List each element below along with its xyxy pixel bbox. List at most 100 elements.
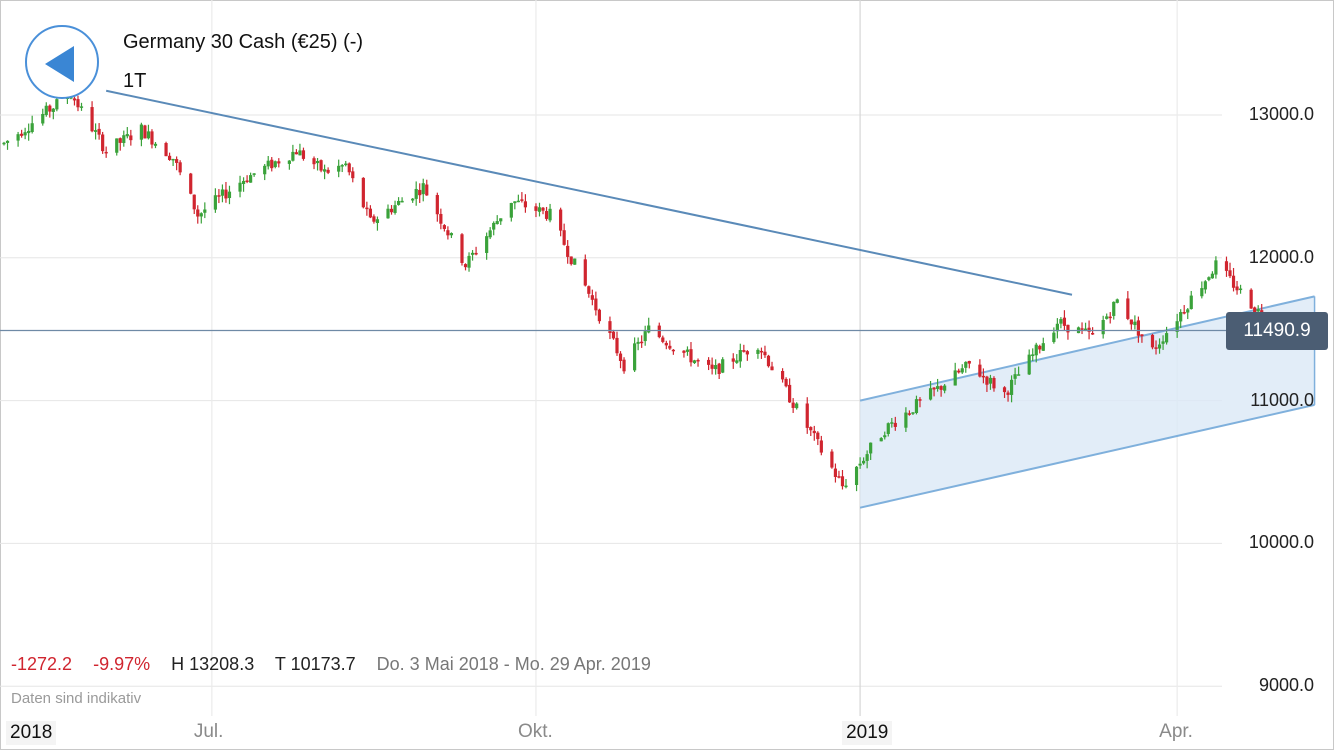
candle-body — [520, 199, 524, 201]
candle-body — [784, 378, 788, 387]
candle-body — [143, 125, 147, 139]
candle-body — [463, 264, 468, 268]
candle-body — [389, 208, 394, 213]
candle-body — [30, 123, 34, 133]
candle-body — [217, 195, 221, 197]
candle-body — [1214, 260, 1218, 275]
candle-body — [421, 183, 425, 195]
candle-body — [569, 256, 573, 265]
channel-lower-line — [859, 403, 1315, 509]
candle-body — [1203, 281, 1207, 290]
candle-body — [647, 325, 651, 333]
candle-body — [485, 236, 489, 253]
candle-body — [337, 165, 341, 172]
candle-body — [738, 350, 742, 362]
candle-body — [1041, 343, 1045, 351]
candle-body — [1017, 374, 1021, 376]
candle-body — [844, 485, 848, 488]
interval-label[interactable]: 1T — [123, 70, 147, 92]
x-tick-label: 2018 — [6, 721, 57, 745]
candle-body — [833, 468, 838, 477]
back-arrow-icon[interactable] — [25, 25, 99, 99]
candle-body — [837, 476, 841, 478]
candle-body — [611, 331, 616, 339]
candle-body — [932, 387, 936, 390]
candle-body — [79, 106, 84, 108]
candle-body — [615, 337, 619, 354]
candle-body — [470, 252, 475, 255]
candle-body — [146, 131, 151, 139]
candle-body — [840, 476, 845, 487]
candle-body — [1087, 327, 1091, 332]
candle-body — [883, 435, 887, 438]
candle-body — [153, 143, 158, 146]
candle-body — [16, 134, 20, 141]
candle-body — [780, 371, 785, 380]
candle-body — [668, 345, 672, 349]
candle-body — [1031, 354, 1035, 357]
candle-body — [587, 286, 591, 294]
candle-body — [1027, 354, 1031, 375]
candle-body — [791, 402, 795, 408]
candle-body — [770, 366, 774, 371]
candle-body — [492, 222, 496, 230]
candle-body — [1062, 317, 1067, 326]
candle-body — [657, 325, 661, 338]
channel-fill — [860, 296, 1315, 508]
candle-body — [788, 384, 792, 403]
candle-body — [322, 169, 327, 172]
candle-body — [559, 209, 563, 231]
candle-body — [766, 355, 771, 367]
candle-body — [967, 360, 971, 364]
candle-body — [139, 124, 143, 140]
candle-body — [583, 259, 587, 286]
candle-body — [731, 358, 735, 362]
candle-body — [365, 207, 369, 210]
candle-body — [513, 201, 517, 204]
candle-body — [23, 132, 27, 136]
candle-body — [1256, 309, 1260, 312]
candle-body — [964, 361, 968, 368]
candle-body — [442, 225, 446, 229]
candle-body — [622, 359, 626, 372]
candle-body — [1115, 299, 1119, 303]
candle-body — [241, 180, 246, 185]
low-value: T 10173.7 — [274, 654, 356, 674]
candle-body — [714, 365, 718, 370]
candle-body — [55, 99, 59, 110]
candle-body — [266, 160, 270, 167]
candle-body — [830, 451, 834, 468]
candle-body — [886, 423, 890, 434]
candle-body — [76, 99, 80, 108]
candle-body — [171, 158, 175, 161]
candle-body — [721, 359, 725, 373]
candle-body — [1253, 307, 1257, 313]
candle-body — [1066, 324, 1070, 333]
candle-body — [682, 350, 686, 353]
x-tick-label: 2019 — [842, 721, 893, 745]
candle-body — [499, 218, 503, 222]
candle-body — [245, 180, 249, 182]
candle-body — [44, 105, 48, 115]
candle-body — [1083, 328, 1088, 331]
candle-body — [361, 177, 365, 208]
candle-body — [907, 413, 912, 415]
candle-body — [544, 211, 549, 219]
candle-body — [435, 195, 439, 215]
candle-body — [446, 230, 450, 236]
high-value: H 13208.3 — [171, 654, 255, 674]
candle-body — [20, 133, 24, 136]
candle-body — [904, 412, 908, 428]
candle-body — [125, 134, 129, 137]
candle-body — [1091, 333, 1095, 335]
candle-body — [400, 200, 404, 203]
candle-body — [1186, 309, 1190, 313]
candle-body — [118, 138, 122, 143]
candle-body — [537, 207, 542, 212]
candle-body — [495, 221, 499, 225]
candle-body — [935, 386, 940, 389]
candle-body — [460, 234, 464, 263]
change-value: -1272.2 — [11, 654, 73, 674]
candle-body — [1108, 316, 1112, 319]
candle-body — [252, 173, 256, 175]
